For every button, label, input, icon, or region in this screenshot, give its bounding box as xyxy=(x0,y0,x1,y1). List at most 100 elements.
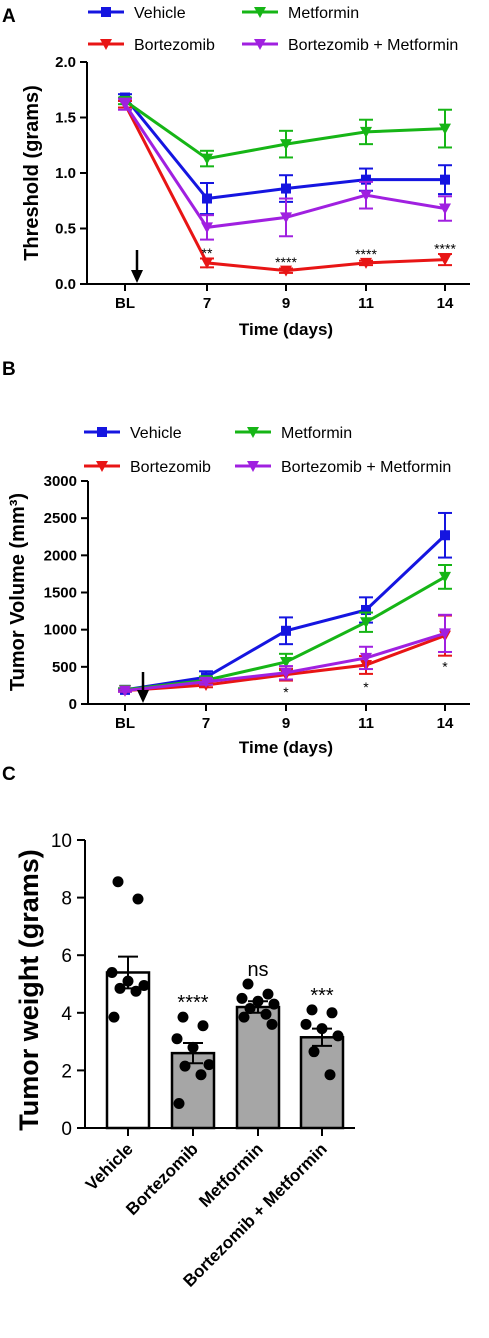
legend-marker-bortezomib xyxy=(100,39,112,50)
y-tick-label-2-0: 2.0 xyxy=(55,54,76,71)
point-metformin-11 xyxy=(360,617,372,629)
significance-metformin: ns xyxy=(247,959,268,981)
significance-14: * xyxy=(442,659,448,675)
legend-marker-metformin xyxy=(254,7,266,18)
data-point-metformin-0 xyxy=(242,978,254,990)
x-tick-label-9: 9 xyxy=(282,715,290,732)
panel-c-plot: 0246810VehicleBortezomib****MetforminnsB… xyxy=(51,831,355,1291)
legend-label-metformin: Metformin xyxy=(281,425,352,442)
significance-9: * xyxy=(283,684,289,700)
y-tick-label-4: 4 xyxy=(61,1004,72,1025)
point-vehicle-14 xyxy=(440,174,450,185)
point-bortezomib-14 xyxy=(439,254,451,266)
data-point-bortezomib-metformin-6 xyxy=(324,1069,336,1081)
panel-b: B Vehicle Metformin Bortezomib Bortezomib +… xyxy=(2,359,470,757)
point-bortezomib-11 xyxy=(360,257,372,269)
panel-a-x-axis-title: Time (days) xyxy=(239,320,333,339)
y-tick-label-8: 8 xyxy=(61,889,72,910)
y-tick-label-0-0: 0.0 xyxy=(55,276,76,293)
data-point-vehicle-6 xyxy=(130,985,142,997)
data-point-bortezomib-metformin-3 xyxy=(316,1023,328,1035)
x-tick-label-14: 14 xyxy=(437,715,454,732)
panel-b-legend: Vehicle Metformin Bortezomib Bortezomib + M… xyxy=(84,425,451,476)
legend-label-bortezomib: Bortezomib xyxy=(134,37,215,54)
point-bortezomib-metformin-7 xyxy=(201,222,213,234)
data-point-bortezomib-4 xyxy=(203,1059,215,1071)
y-tick-label-1000: 1000 xyxy=(44,622,77,639)
point-metformin-11 xyxy=(360,126,372,138)
data-point-bortezomib-metformin-4 xyxy=(332,1030,344,1042)
data-point-bortezomib-1 xyxy=(197,1020,209,1032)
point-bortezomib-metformin-9 xyxy=(280,212,292,224)
y-tick-label-1-0: 1.0 xyxy=(55,165,76,182)
point-bortezomib-metformin-9 xyxy=(280,667,292,679)
point-vehicle-9 xyxy=(281,183,291,194)
significance-11: * xyxy=(363,679,369,695)
data-point-bortezomib-metformin-0 xyxy=(306,1004,318,1016)
legend-marker-vehicle xyxy=(101,7,111,17)
panel-a-y-axis-title: Threshold (grams) xyxy=(21,85,43,261)
bar-bortezomib-metformin xyxy=(299,1036,345,1130)
x-tick-label-7: 7 xyxy=(202,715,210,732)
x-tick-label-bl: BL xyxy=(115,715,135,732)
point-vehicle-11 xyxy=(361,604,371,615)
data-point-metformin-5 xyxy=(244,1002,256,1014)
legend-label-metformin: Metformin xyxy=(288,5,359,22)
data-point-vehicle-2 xyxy=(106,966,118,978)
point-bortezomib-7 xyxy=(201,257,213,269)
y-tick-label-2500: 2500 xyxy=(44,510,77,527)
panel-c-y-axis-title: Tumor weight (grams) xyxy=(14,849,44,1131)
point-metformin-7 xyxy=(201,153,213,165)
point-bortezomib-metformin-bl xyxy=(119,99,131,111)
panel-c: C 0246810VehicleBortezomib****Metforminn… xyxy=(2,764,355,1291)
y-tick-label-0: 0 xyxy=(69,696,77,713)
data-point-metformin-1 xyxy=(262,988,274,1000)
data-point-metformin-6 xyxy=(260,1008,272,1020)
significance-14: **** xyxy=(434,241,456,257)
legend-marker-vehicle xyxy=(97,427,107,437)
data-point-bortezomib-7 xyxy=(173,1098,185,1110)
y-tick-label-2: 2 xyxy=(61,1061,72,1082)
legend-label-vehicle: Vehicle xyxy=(130,425,182,442)
treatment-arrow-head xyxy=(137,690,149,703)
y-tick-label-500: 500 xyxy=(52,659,77,676)
point-vehicle-7 xyxy=(202,193,212,204)
significance-9: **** xyxy=(275,254,297,270)
data-point-bortezomib-0 xyxy=(177,1011,189,1023)
point-metformin-9 xyxy=(280,657,292,669)
data-point-vehicle-1 xyxy=(132,893,144,905)
legend-marker-bortezomib xyxy=(96,461,108,472)
y-tick-label-3000: 3000 xyxy=(44,473,77,490)
point-bortezomib-metformin-bl xyxy=(119,685,131,697)
point-bortezomib-metformin-14 xyxy=(439,628,451,640)
legend-label-bortezomib-metformin: Bortezomib + Metformin xyxy=(281,459,451,476)
data-point-bortezomib-2 xyxy=(171,1033,183,1045)
x-tick-label-14: 14 xyxy=(437,295,454,312)
data-point-metformin-2 xyxy=(236,992,248,1004)
point-bortezomib-9 xyxy=(280,265,292,277)
point-vehicle-14 xyxy=(440,530,450,541)
point-bortezomib-metformin-14 xyxy=(439,203,451,215)
data-point-vehicle-7 xyxy=(108,1011,120,1023)
point-metformin-14 xyxy=(439,123,451,135)
point-bortezomib-metformin-11 xyxy=(360,652,372,664)
data-point-bortezomib-metformin-5 xyxy=(308,1046,320,1058)
panel-b-plot: 0 500 1000 1500 2000 2500 3000 BL 7 9 11 14 * * * xyxy=(44,473,470,732)
data-point-metformin-3 xyxy=(252,995,264,1007)
y-tick-label-0-5: 0.5 xyxy=(55,221,76,238)
panel-b-y-axis-title: Tumor Volume (mm³) xyxy=(7,493,29,691)
y-tick-label-1500: 1500 xyxy=(44,585,77,602)
legend-marker-bortezomib-metformin xyxy=(254,39,266,50)
point-metformin-14 xyxy=(439,571,451,583)
point-metformin-9 xyxy=(280,139,292,151)
legend-marker-metformin xyxy=(247,427,259,438)
panel-a-legend: Vehicle Metformin Bortezomib Bortezomib + M… xyxy=(88,5,458,54)
data-point-metformin-8 xyxy=(266,1018,278,1030)
y-tick-label-0: 0 xyxy=(61,1119,72,1140)
bar-vehicle xyxy=(105,971,151,1130)
panel-a-plot: 0.00.51.01.52.0BL 7 9 11 14****** **** **** xyxy=(55,54,470,312)
data-point-metformin-7 xyxy=(238,1011,250,1023)
panel-a: A Vehicle Metformin Bortezomib Bortezomib +… xyxy=(2,5,470,339)
x-tick-label-7: 7 xyxy=(203,295,211,312)
